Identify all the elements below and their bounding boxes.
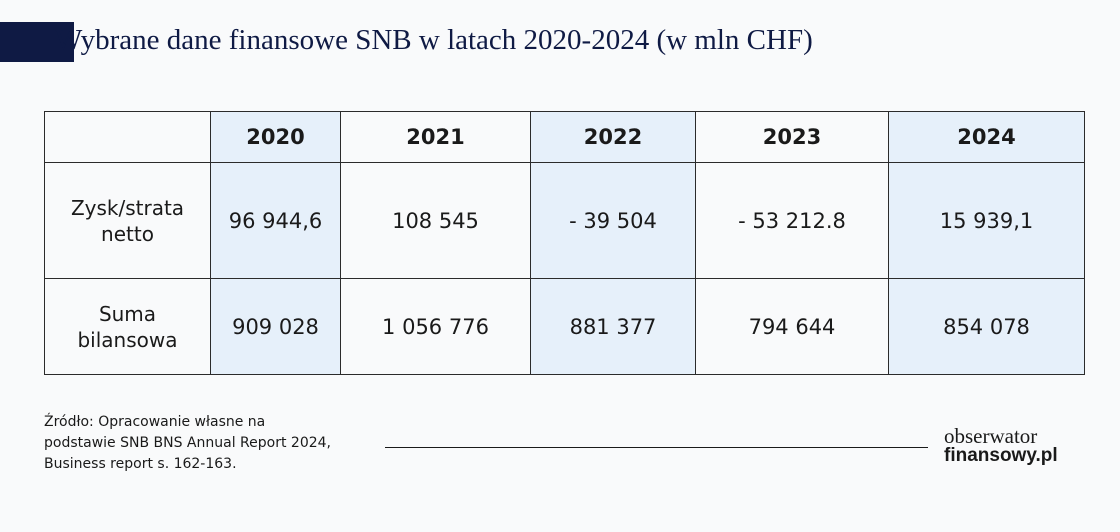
cell: 854 078 — [888, 278, 1085, 375]
source-note: Źródło: Opracowanie własne na podstawie … — [44, 412, 331, 475]
title-accent — [0, 22, 74, 62]
row-label-text: Zysk/strata netto — [70, 195, 185, 246]
data-table: 2020 2021 2022 2023 2024 Zysk/strata net… — [44, 111, 1085, 375]
cell: 96 944,6 — [210, 162, 341, 279]
source-line: Business report s. 162-163. — [44, 456, 237, 472]
cell: 909 028 — [210, 278, 341, 375]
logo: obserwator finansowy.pl — [944, 426, 1058, 466]
column-header: 2020 — [210, 111, 341, 163]
row-label-text: Suma bilansowa — [77, 301, 178, 352]
column-header: 2021 — [340, 111, 531, 163]
row-label: Suma bilansowa — [44, 278, 211, 375]
cell: 15 939,1 — [888, 162, 1085, 279]
table-row: Suma bilansowa 909 028 1 056 776 881 377… — [44, 278, 1085, 375]
cell: 794 644 — [695, 278, 889, 375]
cell: - 53 212.8 — [695, 162, 889, 279]
cell: - 39 504 — [530, 162, 696, 279]
divider — [385, 447, 928, 448]
column-header: 2022 — [530, 111, 696, 163]
header-row: 2020 2021 2022 2023 2024 — [44, 111, 1085, 163]
table-row: Zysk/strata netto 96 944,6 108 545 - 39 … — [44, 162, 1085, 279]
source-line: podstawie SNB BNS Annual Report 2024, — [44, 435, 331, 451]
column-header: 2024 — [888, 111, 1085, 163]
cell: 1 056 776 — [340, 278, 531, 375]
title: Wybrane dane finansowe SNB w latach 2020… — [55, 24, 813, 56]
logo-line: obserwator — [944, 424, 1038, 448]
logo-line: finansowy.pl — [944, 445, 1058, 466]
source-line: Źródło: Opracowanie własne na — [44, 414, 266, 430]
cell: 881 377 — [530, 278, 696, 375]
cell: 108 545 — [340, 162, 531, 279]
column-header: 2023 — [695, 111, 889, 163]
row-label: Zysk/strata netto — [44, 162, 211, 279]
corner-cell — [44, 111, 211, 163]
